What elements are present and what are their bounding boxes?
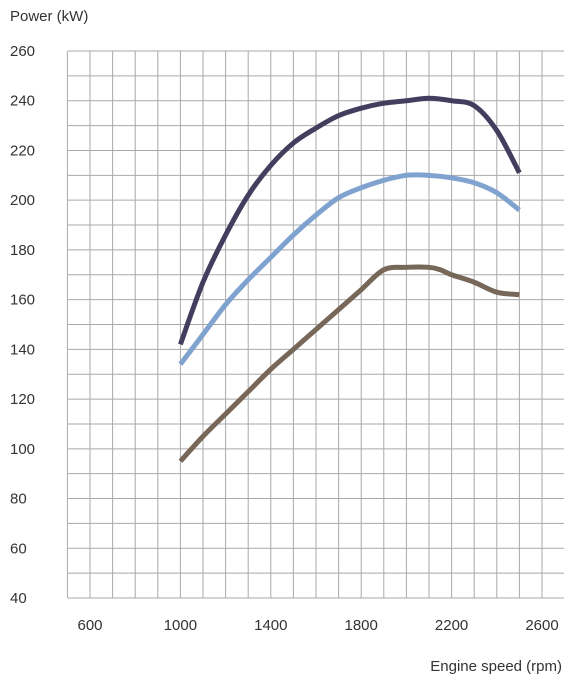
x-axis-ticks: 600 1000 1400 1800 2200 2600 xyxy=(77,617,558,634)
y-tick-label: 200 xyxy=(10,192,35,209)
y-tick-label: 140 xyxy=(10,341,35,358)
y-tick-label: 40 xyxy=(10,590,27,607)
x-tick-label: 600 xyxy=(77,617,102,634)
x-tick-label: 1000 xyxy=(164,617,197,634)
chart-grid xyxy=(66,50,564,599)
y-tick-label: 220 xyxy=(10,142,35,159)
series-line-3 xyxy=(178,264,520,463)
series-line-2 xyxy=(178,172,521,366)
y-tick-label: 80 xyxy=(10,491,27,508)
y-axis-ticks: 40 60 80 100 120 140 160 180 200 220 240 260 xyxy=(10,43,35,607)
y-tick-label: 180 xyxy=(10,242,35,259)
y-tick-label: 260 xyxy=(10,43,35,60)
series-line-1 xyxy=(178,95,522,346)
y-tick-label: 60 xyxy=(10,540,27,557)
x-tick-label: 2600 xyxy=(525,617,558,634)
y-tick-label: 240 xyxy=(10,93,35,110)
y-tick-label: 120 xyxy=(10,391,35,408)
y-axis-title: Power (kW) xyxy=(10,8,88,25)
x-tick-label: 1800 xyxy=(345,617,378,634)
y-tick-label: 160 xyxy=(10,292,35,309)
x-tick-label: 2200 xyxy=(435,617,468,634)
x-axis-title: Engine speed (rpm) xyxy=(430,658,562,675)
chart-series xyxy=(178,95,522,463)
y-tick-label: 100 xyxy=(10,441,35,458)
x-tick-label: 1400 xyxy=(254,617,287,634)
